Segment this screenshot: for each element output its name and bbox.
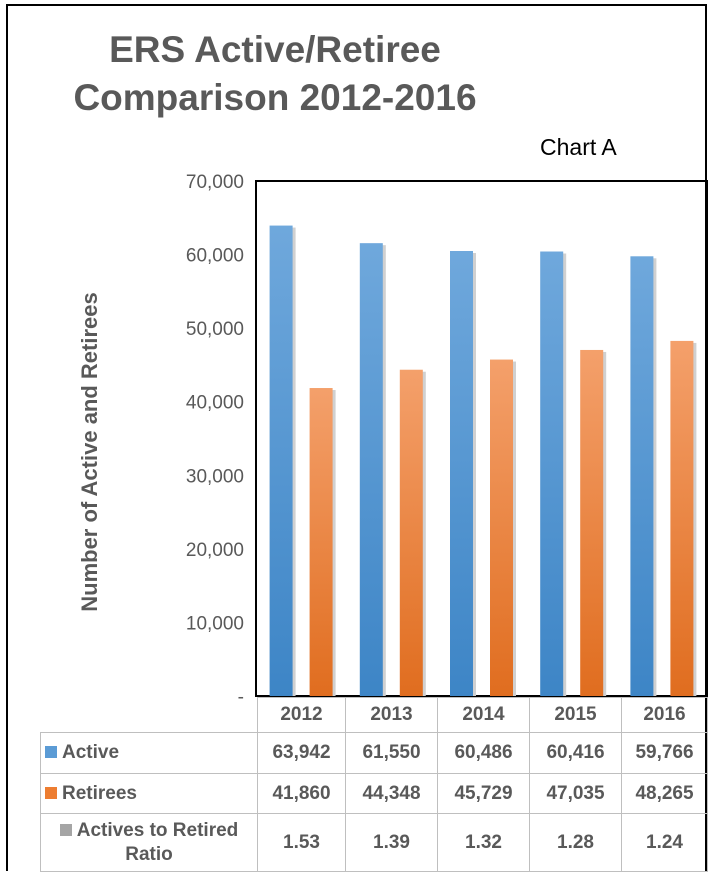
table-row: Actives to Retired Ratio 1.53 1.39 1.32 1.28… [40,813,708,872]
retirees-bar [580,349,604,696]
y-tick-label: 40,000 [186,393,244,414]
y-tick-label: 10,000 [186,613,244,634]
data-value-cell: 61,550 [345,732,438,774]
active-bar [540,251,564,696]
data-value-cell: 60,486 [437,732,530,774]
y-tick-label: 30,000 [186,466,244,487]
y-tick-label: 70,000 [186,172,244,193]
data-value-cell: 1.32 [437,813,530,872]
table-row: Active 63,942 61,550 60,486 60,416 59,766 [40,732,708,774]
chart-subtitle: Chart A [540,134,617,160]
data-value-cell: 1.53 [257,813,346,872]
data-value-cell: 1.24 [621,813,708,872]
data-value-cell: 44,348 [345,773,438,814]
category-label: 2015 [529,697,622,733]
chart-title: ERS Active/Retiree Comparison 2012-2016 [73,29,477,118]
table-row: Retirees 41,860 44,348 45,729 47,035 48,265 [40,773,708,814]
category-label: 2012 [257,697,346,733]
data-value-cell: 1.28 [529,813,622,872]
data-value-cell: 47,035 [529,773,622,814]
active-bar [450,250,473,696]
y-tick-label: 50,000 [186,319,244,340]
category-label: 2014 [437,697,530,733]
table-header-row: 2012 2013 2014 2015 2016 [41,697,708,733]
retirees-bar [490,359,513,696]
series-name: Active [62,742,120,763]
series-legend-cell: Actives to Retired Ratio [40,813,258,872]
data-table: 2012 2013 2014 2015 2016 Active 63,942 61,550 60… [40,697,708,872]
data-value-cell: 59,766 [621,732,708,774]
active-bar [630,256,654,696]
category-label: 2016 [621,697,708,733]
series-name: Actives to Retired Ratio [76,819,239,865]
legend-swatch [59,823,72,836]
active-bar [269,225,293,696]
retirees-bar [670,340,694,696]
y-tick-label: 20,000 [186,540,244,561]
data-value-cell: 1.39 [345,813,438,872]
series-name: Retirees [62,782,137,804]
table-corner-cell [41,698,258,733]
retirees-bar [399,369,423,696]
series-legend-cell: Retirees [40,773,258,814]
data-value-cell: 48,265 [621,773,708,814]
retirees-bar [309,388,333,696]
y-tick-label: - [238,687,244,708]
data-value-cell: 63,942 [257,732,346,774]
data-value-cell: 60,416 [529,732,622,774]
plot-area-border [255,180,708,697]
category-label: 2013 [345,697,438,733]
legend-swatch [45,746,57,758]
active-bar [359,243,383,697]
data-value-cell: 41,860 [257,773,346,814]
series-legend-cell: Active [40,732,258,774]
legend-swatch [45,786,57,799]
data-value-cell: 45,729 [437,773,530,814]
y-tick-label: 60,000 [186,246,244,267]
